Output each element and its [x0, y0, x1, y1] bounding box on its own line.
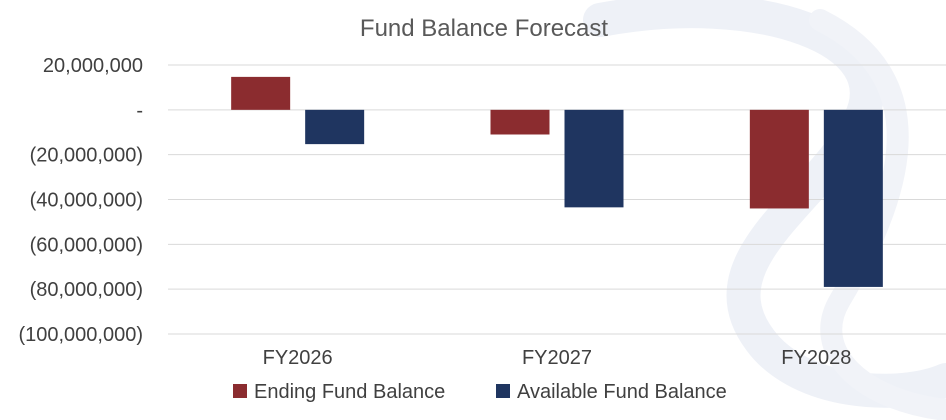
- bar-ending-fund-balance-fy2026: [231, 76, 291, 110]
- bar-ending-fund-balance-fy2028: [749, 109, 809, 209]
- legend: Ending Fund Balance Available Fund Balanc…: [233, 381, 727, 403]
- y-axis-tick-labels: 20,000,000 - (20,000,000) (40,000,000) (60,0…: [18, 55, 143, 346]
- bar-available-fund-balance-fy2028: [823, 109, 883, 287]
- y-tick-label: 20,000,000: [43, 55, 143, 77]
- bar-ending-fund-balance-fy2027: [490, 109, 550, 135]
- x-category-label: FY2026: [263, 347, 333, 369]
- gridlines: [168, 64, 946, 335]
- legend-label: Available Fund Balance: [517, 381, 727, 403]
- legend-swatch: [233, 384, 247, 398]
- x-axis-category-labels: FY2026 FY2027 FY2028: [263, 347, 852, 369]
- legend-label: Ending Fund Balance: [254, 381, 445, 403]
- bars: [231, 76, 883, 287]
- y-tick-label: (80,000,000): [30, 279, 143, 301]
- y-tick-label: (20,000,000): [30, 145, 143, 167]
- y-tick-label: (100,000,000): [18, 324, 143, 346]
- x-category-label: FY2027: [522, 347, 592, 369]
- y-tick-label: -: [136, 100, 143, 122]
- background-watermark: [583, 0, 946, 420]
- y-tick-label: (40,000,000): [30, 190, 143, 212]
- bar-available-fund-balance-fy2027: [564, 109, 624, 208]
- legend-swatch: [496, 384, 510, 398]
- x-category-label: FY2028: [781, 347, 851, 369]
- chart-title: Fund Balance Forecast: [360, 15, 608, 42]
- bar-available-fund-balance-fy2026: [305, 109, 365, 145]
- y-tick-label: (60,000,000): [30, 234, 143, 256]
